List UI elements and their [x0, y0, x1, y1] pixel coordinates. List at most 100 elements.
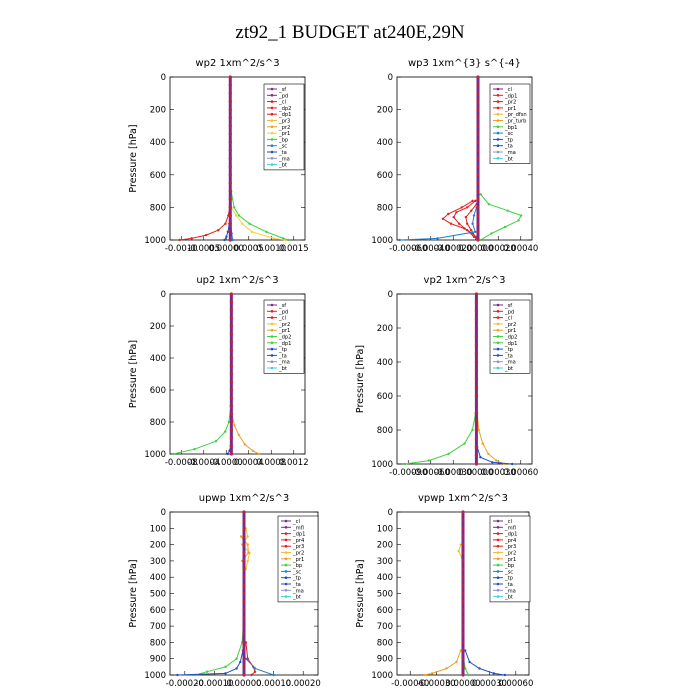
legend-entry: _bt: [278, 366, 287, 372]
series-marker: [495, 459, 498, 462]
series-marker: [474, 419, 479, 424]
x-tick-label: 0.00020: [481, 244, 516, 254]
series-marker: [479, 238, 482, 242]
series-marker: [461, 543, 465, 547]
series-marker: [461, 600, 465, 604]
y-tick-label: 400: [377, 358, 393, 368]
series-marker: [178, 238, 181, 242]
series-marker: [476, 173, 480, 177]
series-marker: [474, 334, 479, 339]
x-tick-label: 0.00000: [209, 244, 244, 254]
series-line: [399, 207, 478, 241]
legend-marker: [496, 589, 500, 592]
series-marker: [476, 238, 480, 242]
legend-marker: [270, 150, 274, 154]
x-tick-label: -0.0010: [165, 244, 198, 254]
series-marker: [242, 648, 246, 653]
series-marker: [242, 518, 246, 522]
series-marker: [464, 649, 467, 652]
legend-marker: [270, 366, 274, 370]
series-marker: [228, 189, 232, 193]
series-marker: [229, 340, 233, 344]
legend-entry: _pr1: [278, 131, 290, 137]
series-marker: [487, 202, 490, 206]
legend-entry: _cl: [504, 87, 512, 93]
series-marker: [476, 189, 480, 193]
legend-marker: [496, 519, 500, 523]
series-marker: [490, 232, 493, 235]
y-tick-label: 200: [377, 541, 393, 551]
series-marker: [233, 424, 236, 427]
legend-marker: [270, 157, 274, 160]
legend-entry: _ma: [504, 150, 516, 156]
series-marker: [246, 559, 249, 563]
series-marker: [461, 657, 465, 661]
panel-title: vpwp 1xm^2/s^3: [418, 493, 508, 504]
legend-entry: _pd: [278, 93, 288, 99]
series-marker: [471, 199, 474, 203]
series-marker: [228, 148, 232, 152]
figure-title: zt92_1 BUDGET at240E,29N: [235, 22, 464, 43]
series-marker: [229, 372, 233, 376]
legend-entry: _dp1: [504, 532, 517, 538]
y-tick-label: 100: [150, 524, 166, 534]
legend-marker: [496, 303, 500, 307]
legend-marker: [270, 347, 274, 351]
series-marker: [217, 229, 220, 232]
legend-marker: [284, 544, 288, 548]
legend-entry: _cl: [504, 519, 512, 525]
series-marker: [228, 108, 232, 112]
legend-marker: [284, 570, 288, 573]
series-marker: [224, 672, 227, 675]
series-line: [241, 528, 251, 570]
series-marker: [476, 116, 480, 120]
series-marker: [228, 91, 232, 95]
legend-entry: _dp2: [278, 106, 291, 112]
series-marker: [478, 667, 481, 670]
x-tick-label: 0.0010: [256, 244, 286, 254]
legend-marker: [284, 582, 288, 586]
legend-marker: [496, 157, 500, 160]
series-marker: [503, 673, 506, 677]
x-tick-label: -0.00020: [434, 244, 472, 254]
series-marker: [223, 238, 226, 242]
series-marker: [243, 443, 247, 446]
series-marker: [492, 672, 495, 675]
x-tick-label: -0.00030: [417, 679, 455, 689]
y-tick-label: 200: [377, 324, 393, 334]
legend-entry: _cl: [292, 519, 300, 525]
legend-marker: [284, 551, 288, 554]
y-tick-label: 400: [377, 138, 393, 148]
series-marker: [503, 225, 507, 229]
series-line: [230, 207, 286, 241]
series-marker: [476, 181, 480, 185]
series-marker: [229, 388, 233, 392]
y-tick-label: 600: [150, 606, 166, 616]
series-marker: [474, 309, 479, 313]
series-marker: [461, 567, 465, 571]
legend-marker: [284, 595, 288, 598]
series-marker: [423, 673, 426, 677]
series-marker: [229, 348, 233, 352]
series-marker: [228, 205, 232, 209]
y-tick-label: 0: [388, 290, 393, 300]
legend-marker: [270, 303, 274, 307]
x-tick-label: -0.00060: [391, 679, 429, 689]
y-tick-label: 800: [150, 418, 166, 428]
series-marker: [461, 534, 465, 539]
series-marker: [232, 206, 236, 209]
x-tick-label: 0.00000: [458, 468, 493, 478]
series-marker: [474, 326, 479, 330]
series-marker: [474, 292, 479, 296]
legend-entry: _dp1: [278, 341, 291, 347]
legend-entry: _cl: [278, 100, 286, 106]
x-tick-label: -0.0008: [165, 458, 198, 468]
y-tick-label: 0: [388, 508, 393, 518]
series-marker: [242, 551, 246, 555]
series-marker: [474, 343, 479, 347]
legend-entry: _pr4: [504, 538, 517, 544]
series-marker: [452, 215, 455, 219]
series-marker: [474, 445, 479, 449]
legend-marker: [496, 94, 500, 97]
series-line: [424, 650, 462, 676]
